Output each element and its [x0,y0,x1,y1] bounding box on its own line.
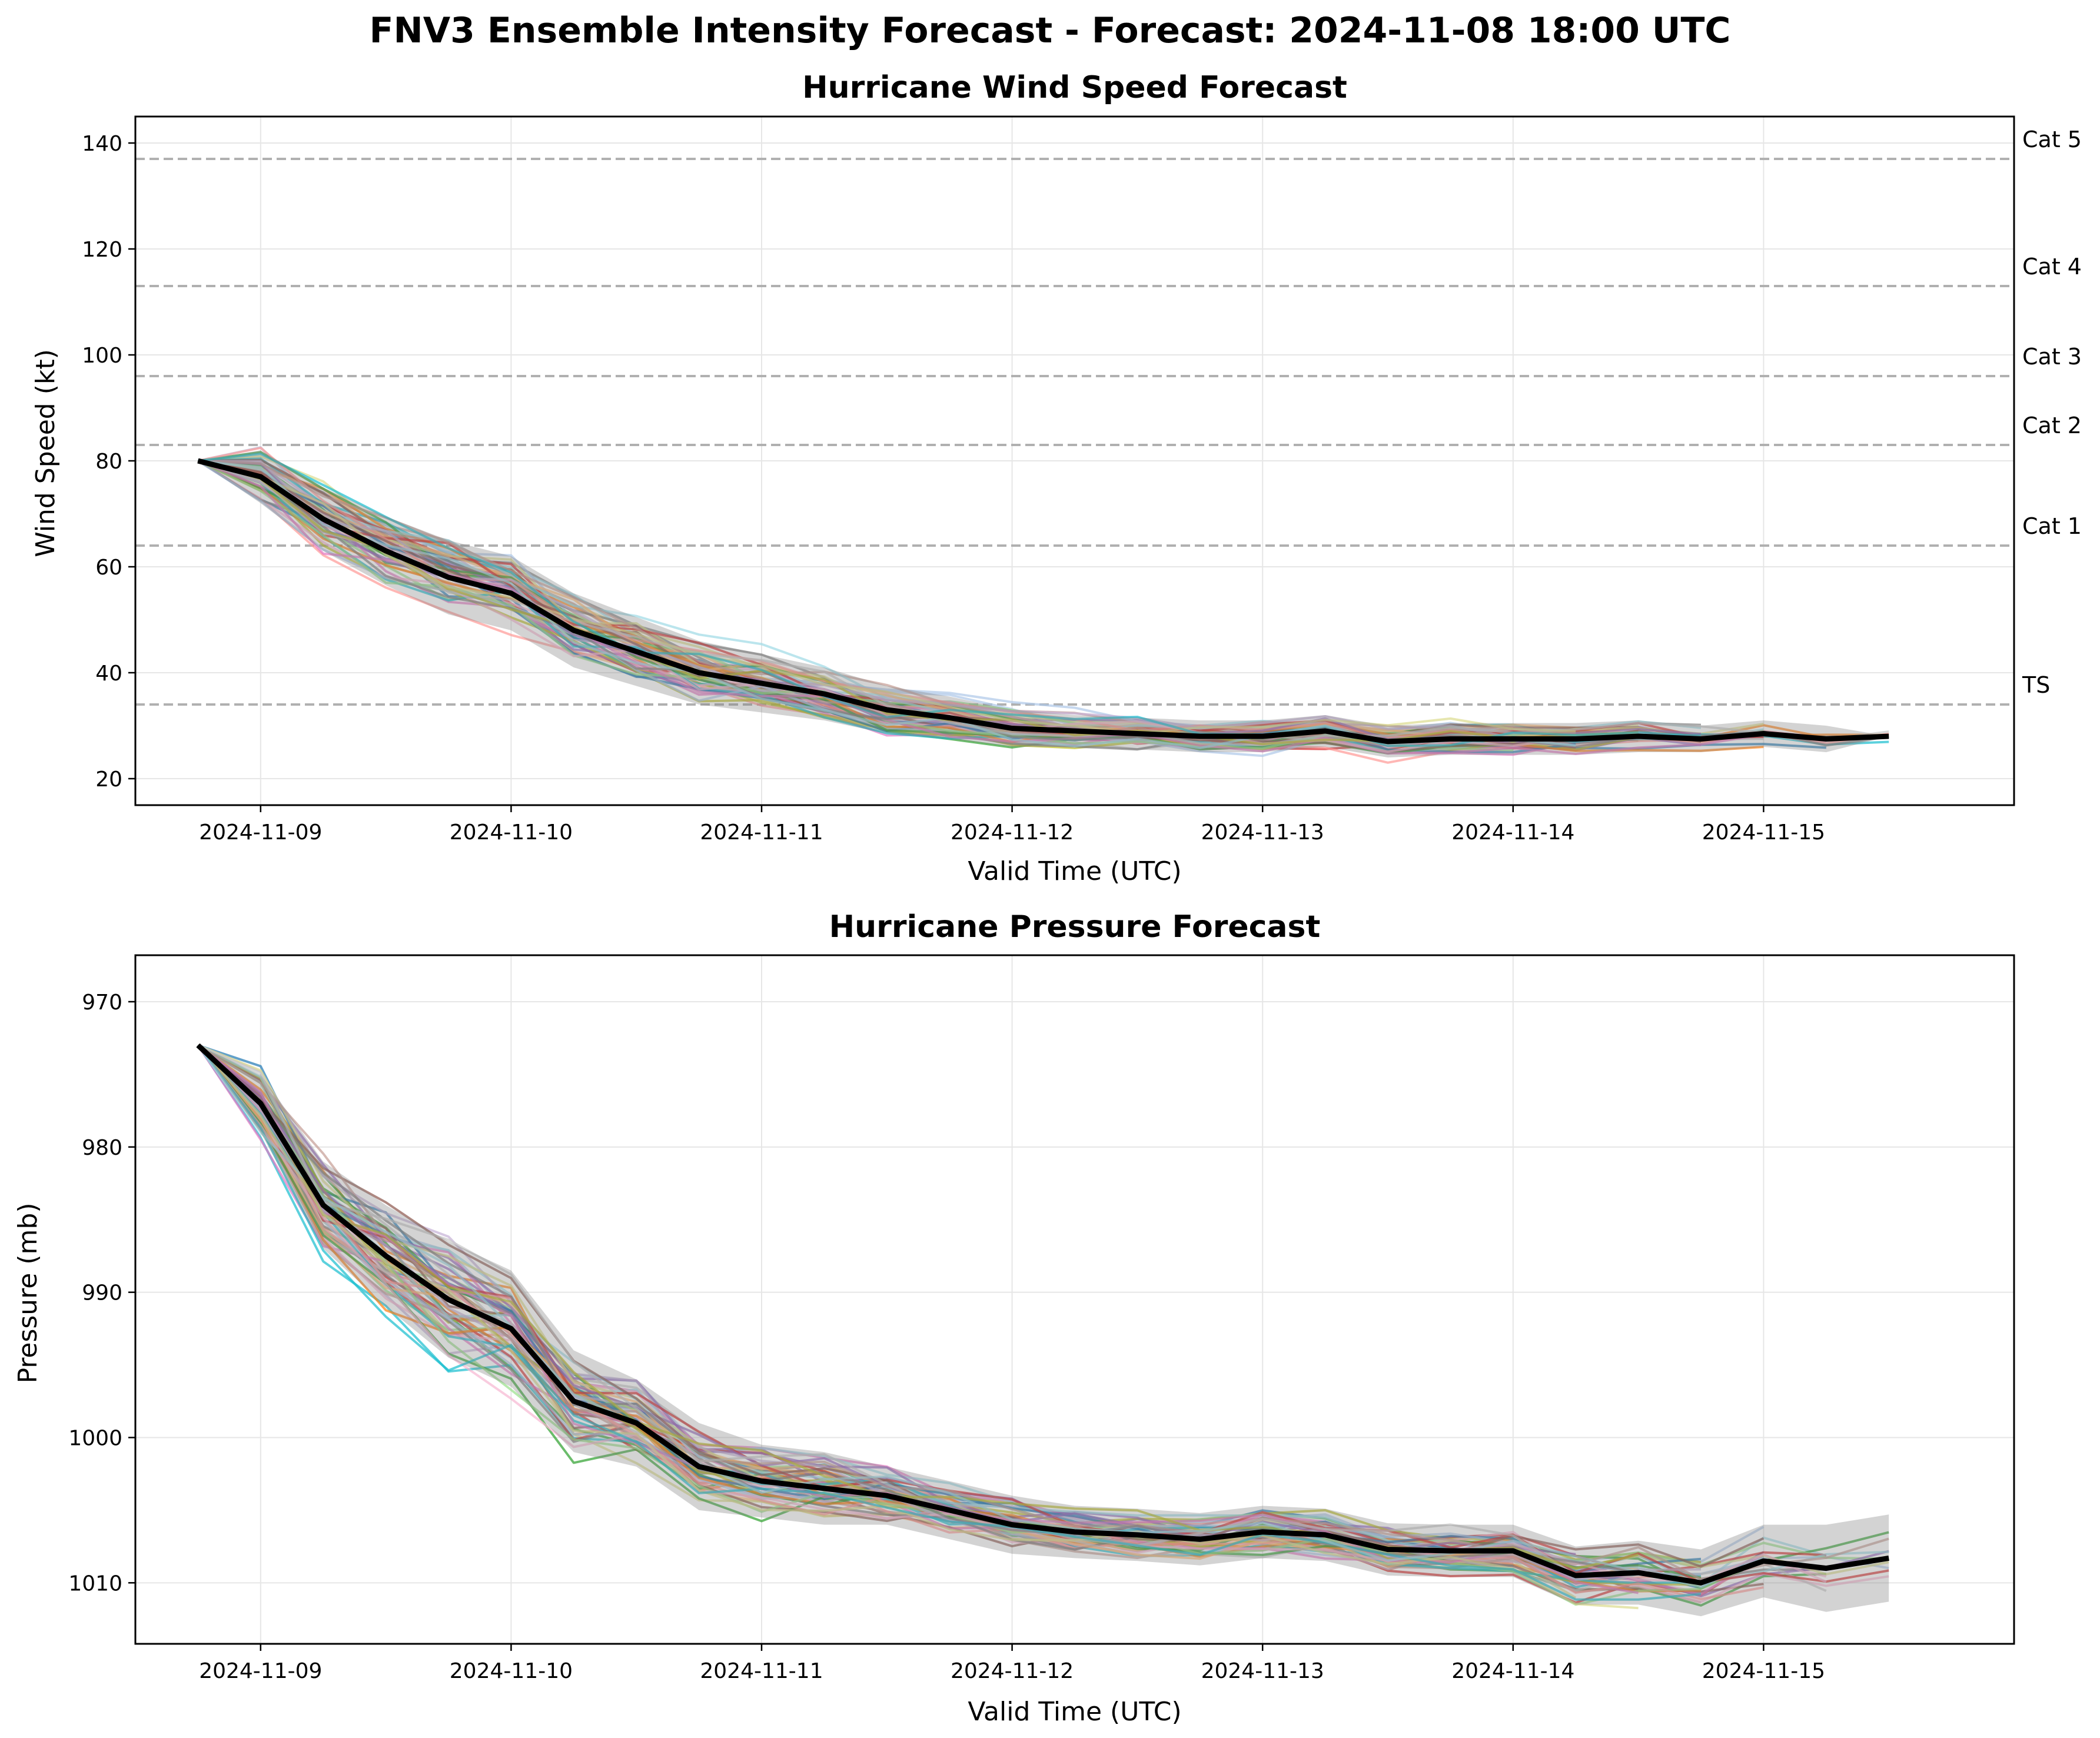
wind-x-axis-label: Valid Time (UTC) [968,856,1181,886]
x-tick-label: 2024-11-12 [951,820,1074,845]
wind-y-axis-label: Wind Speed (kt) [31,349,61,557]
ensemble-member-line [197,1044,1702,1581]
wind-speed-panel: Hurricane Wind Speed Forecast Valid Time… [31,70,2082,886]
x-tick-label: 2024-11-09 [199,820,322,845]
x-tick-label: 2024-11-15 [1702,1659,1825,1683]
x-tick-label: 2024-11-09 [199,1659,322,1683]
ensemble-member-line [197,460,1576,735]
pressure-panel-title: Hurricane Pressure Forecast [829,909,1321,945]
ensemble-members [197,1044,1889,1610]
x-tick-label: 2024-11-15 [1702,820,1825,845]
ensemble-member-line [197,1044,1702,1601]
y-tick-label: 80 [95,450,122,474]
ensemble-member-line [197,460,1764,755]
y-tick-label: 1000 [68,1426,122,1450]
y-tick-label: 40 [95,662,122,686]
x-tick-label: 2024-11-11 [700,820,823,845]
ensemble-member-line [197,460,1889,746]
ensemble-member-line [197,460,1889,749]
x-tick-label: 2024-11-14 [1451,1659,1574,1683]
wind-panel-title: Hurricane Wind Speed Forecast [802,70,1347,105]
pressure-y-axis-label: Pressure (mb) [13,1203,43,1384]
ensemble-member-line [197,1044,1765,1589]
ensemble-member-line [197,1044,1889,1598]
pressure-x-axis-label: Valid Time (UTC) [968,1697,1181,1727]
y-tick-label: 1010 [68,1571,122,1596]
threshold-label: Cat 4 [2022,254,2082,280]
ensemble-spread-band [198,1045,1889,1617]
pressure-panel: Hurricane Pressure Forecast Valid Time (… [13,909,2015,1727]
figure-suptitle: FNV3 Ensemble Intensity Forecast - Forec… [370,10,1731,51]
threshold-label: Cat 3 [2022,344,2082,370]
ensemble-member-line [197,1044,1702,1584]
threshold-label: Cat 2 [2022,413,2082,438]
threshold-label: TS [2022,672,2050,698]
y-tick-label: 120 [82,238,122,262]
ensemble-mean-line [196,1043,1889,1586]
threshold-label: Cat 5 [2022,127,2082,152]
y-tick-label: 980 [82,1136,122,1160]
x-tick-label: 2024-11-12 [951,1659,1074,1683]
ensemble-member-line [198,460,1576,749]
axes-frame [134,954,2015,1645]
ensemble-member-line [198,453,1702,747]
ensemble-spread-band [198,450,1889,757]
x-tick-label: 2024-11-11 [700,1659,823,1683]
ensemble-mean-line [197,458,1889,745]
x-tick-label: 2024-11-10 [450,1659,573,1683]
ensemble-member-line [197,460,1639,737]
y-tick-label: 100 [82,344,122,368]
ensemble-member-line [197,1044,1577,1577]
x-tick-label: 2024-11-14 [1451,820,1574,845]
y-tick-label: 140 [82,132,122,156]
y-tick-label: 60 [95,556,122,580]
ensemble-member-line [197,1044,1765,1568]
y-tick-label: 990 [82,1281,122,1305]
ensemble-member-line [197,1044,1639,1610]
x-tick-label: 2024-11-13 [1201,820,1324,845]
threshold-label: Cat 1 [2022,513,2082,539]
y-tick-label: 970 [82,991,122,1015]
pressure-plot-area: 2024-11-09 2024-11-10 2024-11-11 2024-11-12… [68,954,2015,1683]
x-tick-label: 2024-11-10 [450,820,573,845]
y-tick-label: 20 [95,767,122,792]
x-tick-label: 2024-11-13 [1201,1659,1324,1683]
